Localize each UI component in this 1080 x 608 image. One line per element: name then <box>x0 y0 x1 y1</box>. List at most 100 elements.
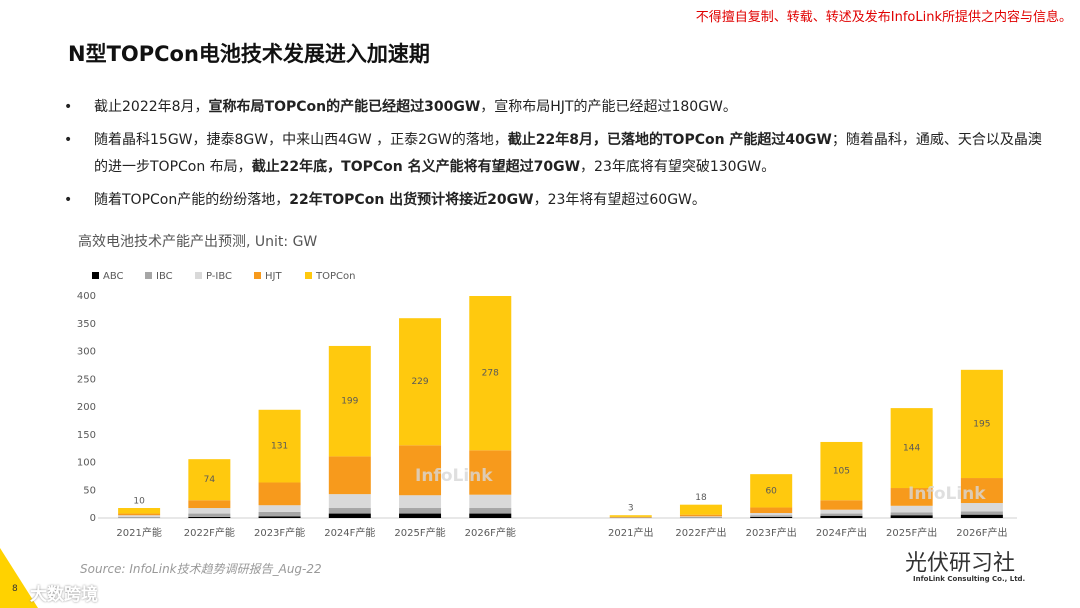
bar-segment <box>469 296 512 451</box>
bar-segment <box>469 450 512 495</box>
bar-segment <box>890 488 933 506</box>
y-tick-label: 200 <box>77 402 96 413</box>
bullet-text: 22年TOPCon 出货预计将接近20GW <box>289 192 534 208</box>
slide-title: N型TOPCon电池技术发展进入加速期 <box>68 42 430 66</box>
bar-segment <box>399 318 442 446</box>
legend-label: IBC <box>156 271 173 282</box>
bar-segment <box>960 478 1003 504</box>
bar-segment <box>820 509 863 514</box>
bar-segment <box>328 508 371 514</box>
bullet-text: 随着TOPCon产能的纷纷落地， <box>94 192 290 208</box>
bar-segment <box>960 514 1003 518</box>
logo: 大数跨境 <box>30 585 98 605</box>
y-tick-label: 250 <box>77 374 96 385</box>
bar-segment <box>328 345 371 457</box>
data-label: 195 <box>973 419 990 429</box>
bar-segment <box>399 495 442 509</box>
bullet-text: 宣称布局TOPCon的产能已经超过300GW <box>208 99 481 115</box>
bar-segment <box>118 516 161 518</box>
bar-segment <box>469 513 512 518</box>
bar-segment <box>750 515 793 517</box>
bar-segment <box>469 494 512 509</box>
legend-swatch <box>254 272 261 279</box>
bar-segment <box>960 503 1003 512</box>
bar-segment <box>399 508 442 514</box>
bar-segment <box>679 514 722 517</box>
bullet: 随着TOPCon产能的纷纷落地，22年TOPCon 出货预计将接近20GW，23… <box>64 187 1054 214</box>
notice: 不得擅自复制、转载、转述及发布InfoLink所提供之内容与信息。 <box>695 10 1072 25</box>
data-label: 131 <box>271 442 288 452</box>
bar-segment <box>328 456 371 495</box>
bar-segment <box>118 515 161 517</box>
data-label: 74 <box>204 475 216 485</box>
bar-segment <box>820 515 863 518</box>
bullet-text: 截止22年底，TOPCon 名义产能将有望超过70GW <box>251 159 581 175</box>
bar-segment <box>679 516 722 518</box>
bullet-text: 截止22年8月，已落地的TOPCon 产能超过40GW <box>507 132 832 148</box>
bullet-list: 截止2022年8月，宣称布局TOPCon的产能已经超过300GW，宣称布局HJT… <box>64 94 1054 220</box>
bar-segment <box>679 504 722 515</box>
y-tick-label: 50 <box>83 485 96 496</box>
bar-segment <box>820 441 863 501</box>
bullet: 截止2022年8月，宣称布局TOPCon的产能已经超过300GW，宣称布局HJT… <box>64 94 1054 121</box>
y-tick-label: 150 <box>77 430 96 441</box>
bar-segment <box>328 494 371 509</box>
legend-swatch <box>145 272 152 279</box>
bar-segment <box>258 511 301 517</box>
legend-swatch <box>92 272 99 279</box>
bar-segment <box>258 482 301 506</box>
legend-swatch <box>305 272 312 279</box>
brand: 光伏研习社 <box>905 551 1016 576</box>
bullet-text: 截止2022年8月， <box>94 99 209 115</box>
bullet-text: ；随着晶科，通威、天合以及晶澳的进一步TOPCon 布局， <box>94 132 1042 175</box>
x-tick-label: 2025F产出 <box>886 526 937 539</box>
x-tick-label: 2024F产能 <box>324 526 375 539</box>
y-tick-label: 350 <box>77 319 96 330</box>
bar-segment <box>258 516 301 518</box>
bar-segment <box>960 511 1003 515</box>
y-tick-label: 100 <box>77 458 96 469</box>
bar-segment <box>750 507 793 514</box>
legend-label: P-IBC <box>206 271 232 282</box>
bar-segment <box>890 512 933 516</box>
source: Source: InfoLink技术趋势调研报告_Aug-22 <box>80 562 322 576</box>
x-tick-label: 2026F产出 <box>956 526 1007 539</box>
bullet-text: ，宣称布局HJT的产能已经超过180GW。 <box>480 99 737 115</box>
x-tick-label: 2021产出 <box>608 526 653 539</box>
company: InfoLink Consulting Co., Ltd. <box>913 575 1026 583</box>
bullet-text: 随着晶科15GW，捷泰8GW，中来山西4GW ，正泰2GW的落地， <box>94 132 508 148</box>
data-label: 229 <box>411 377 428 387</box>
data-label: 60 <box>765 486 777 496</box>
bar-segment <box>188 508 231 514</box>
legend-label: ABC <box>103 271 124 282</box>
bar-segment <box>118 513 161 516</box>
bar-segment <box>960 369 1003 479</box>
legend-label: HJT <box>265 271 282 282</box>
chart-title: 高效电池技术产能产出预测, Unit: GW <box>78 233 317 250</box>
x-tick-label: 2024F产出 <box>816 526 867 539</box>
corner-decoration <box>0 548 38 608</box>
bar-segment <box>118 508 161 514</box>
data-label: 105 <box>833 467 850 477</box>
watermark: InfoLink <box>415 466 493 486</box>
watermark: InfoLink <box>908 484 986 504</box>
bar-segment <box>188 516 231 518</box>
bar-segment <box>328 513 371 518</box>
legend-swatch <box>195 272 202 279</box>
bar-segment <box>750 516 793 518</box>
x-tick-label: 2022F产出 <box>675 526 726 539</box>
bar-segment <box>609 515 652 517</box>
x-tick-label: 2022F产能 <box>184 526 235 539</box>
bar-segment <box>890 408 933 489</box>
bar-segment <box>188 500 231 509</box>
bullet: 随着晶科15GW，捷泰8GW，中来山西4GW ，正泰2GW的落地，截止22年8月… <box>64 127 1054 181</box>
bar-segment <box>609 516 652 518</box>
legend-label: TOPCon <box>315 271 355 282</box>
bar-segment <box>820 500 863 510</box>
bar-segment <box>890 515 933 518</box>
bar-segment <box>469 508 512 514</box>
bar-segment <box>750 474 793 508</box>
bar-segment <box>609 517 652 518</box>
